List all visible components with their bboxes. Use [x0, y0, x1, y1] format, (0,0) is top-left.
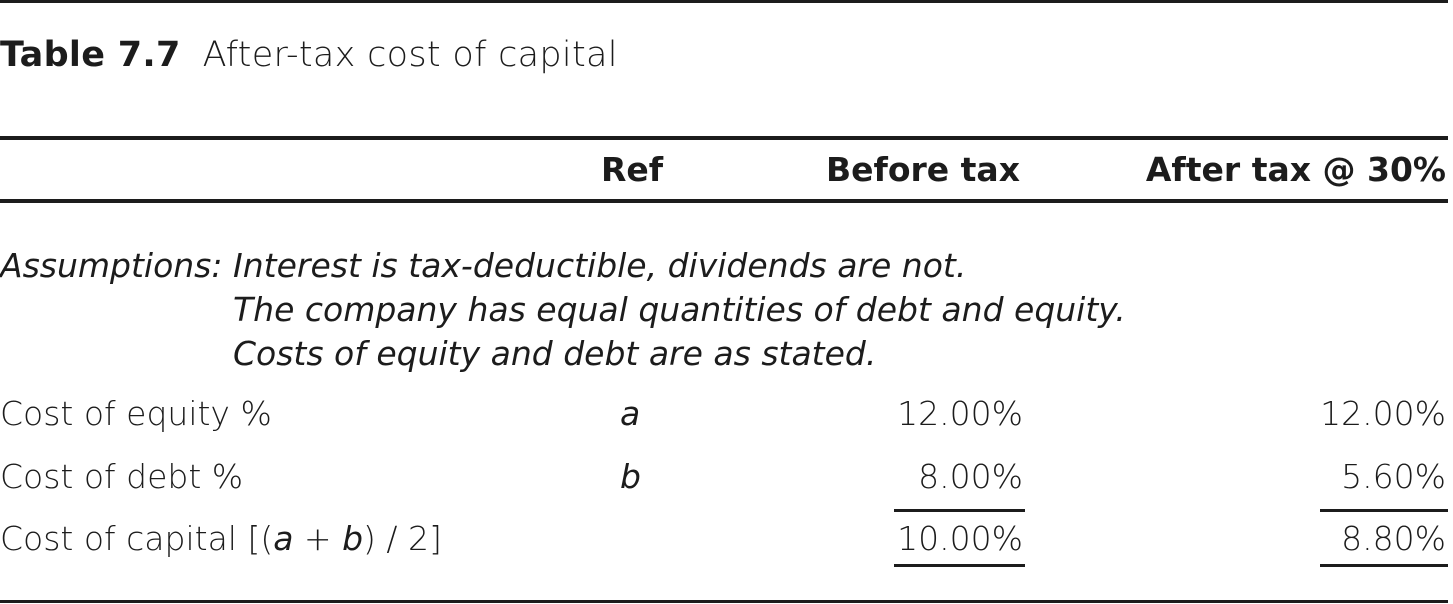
total-rule-after-tax [1320, 564, 1448, 567]
cost-of-debt-after-tax: 5.60% [1341, 457, 1446, 496]
assumptions-label: Assumptions: [0, 246, 223, 285]
table-caption: Table 7.7 After-tax cost of capital [0, 38, 618, 73]
column-header-before-tax: Before tax [825, 150, 1020, 189]
table-title: After-tax cost of capital [202, 35, 618, 75]
table-number: Table 7.7 [0, 35, 181, 75]
subtotal-rule-after-tax [1320, 509, 1448, 512]
bottom-rule [0, 600, 1448, 603]
column-header-ref: Ref [601, 150, 664, 189]
row-ref-a: a [620, 394, 641, 433]
cost-of-capital-after-tax: 8.80% [1341, 519, 1446, 558]
assumption-line-2: The company has equal quantities of debt… [233, 290, 1126, 329]
assumption-line-3: Costs of equity and debt are as stated. [233, 334, 877, 373]
row-ref-b: b [620, 457, 641, 496]
label-part: ) / 2] [363, 519, 442, 558]
total-rule-before-tax [894, 564, 1025, 567]
top-rule [0, 0, 1448, 3]
row-label-cost-of-capital: Cost of capital [(a + b) / 2] [0, 522, 442, 555]
assumption-line-1: Interest is tax-deductible, dividends ar… [233, 246, 967, 285]
subtotal-rule-before-tax [894, 509, 1025, 512]
label-var-a: a [273, 519, 294, 558]
cost-of-equity-before-tax: 12.00% [897, 394, 1023, 433]
cost-of-capital-before-tax: 10.00% [897, 519, 1023, 558]
cost-of-debt-before-tax: 8.00% [918, 457, 1023, 496]
label-part: Cost of capital [( [0, 519, 274, 558]
header-top-rule [0, 136, 1448, 140]
label-part: + [293, 519, 343, 558]
column-header-after-tax: After tax @ 30% [1145, 150, 1446, 189]
row-label-cost-of-debt: Cost of debt % [0, 457, 244, 496]
header-bottom-rule [0, 199, 1448, 203]
row-label-cost-of-equity: Cost of equity % [0, 394, 272, 433]
cost-of-equity-after-tax: 12.00% [1320, 394, 1446, 433]
label-var-b: b [342, 519, 364, 558]
